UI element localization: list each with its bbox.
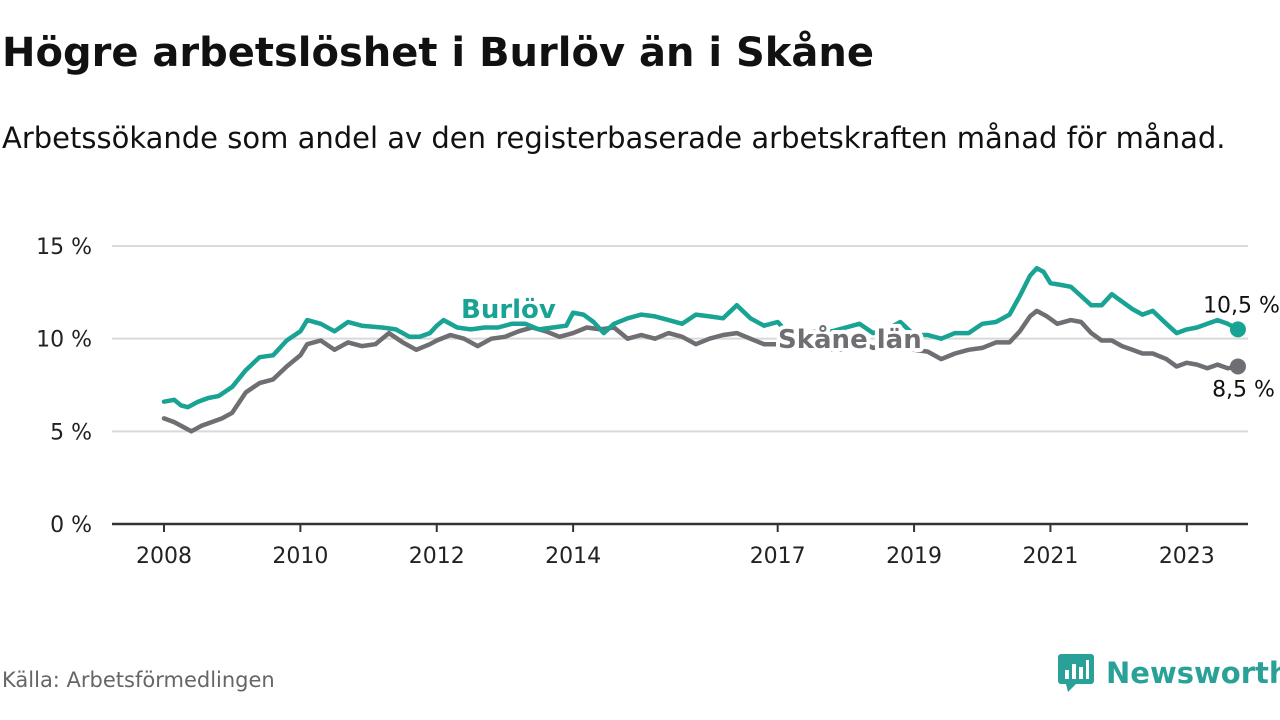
x-tick-label: 2010 [272,544,328,569]
x-tick-label: 2008 [136,544,192,569]
y-tick-label: 15 % [36,235,92,260]
brand: Newsworthy [1058,654,1280,692]
chart-subtitle: Arbetssökande som andel av den registerb… [2,121,1226,155]
series-end-point-skane [1229,358,1246,375]
x-tick-label: 2023 [1159,544,1215,569]
series-label-burlov: Burlöv [461,295,556,325]
y-tick-label: 10 % [36,328,92,353]
series [161,265,1246,434]
x-tick-label: 2014 [545,544,601,569]
labels: Burlöv Skåne län 10,5 % 8,5 % [458,292,1280,403]
y-tick-label: 5 % [50,420,92,445]
x-tick-label: 2012 [409,544,465,569]
brand-name: Newsworthy [1106,656,1280,690]
source-note: Källa: Arbetsförmedlingen [2,668,275,692]
x-tick-label: 2019 [886,544,942,569]
chart-title: Högre arbetslöshet i Burlöv än i Skåne [2,30,874,76]
gridlines [112,245,1248,433]
end-value-label-burlov: 10,5 % [1203,293,1280,318]
series-label-skane: Skåne län [778,323,922,355]
axes: 0 % 5 % 10 % 15 % 2008 2010 2012 2014 2017 2019 20… [36,235,1248,569]
series-line-burlov [161,265,1241,410]
x-tick-label: 2021 [1022,544,1078,569]
series-end-point-burlov [1229,321,1246,338]
newsworthy-logo-icon [1058,654,1094,692]
series-line-skane [161,308,1241,434]
x-tick-label: 2017 [750,544,806,569]
y-tick-label: 0 % [50,513,92,538]
end-value-label-skane: 8,5 % [1212,377,1275,402]
